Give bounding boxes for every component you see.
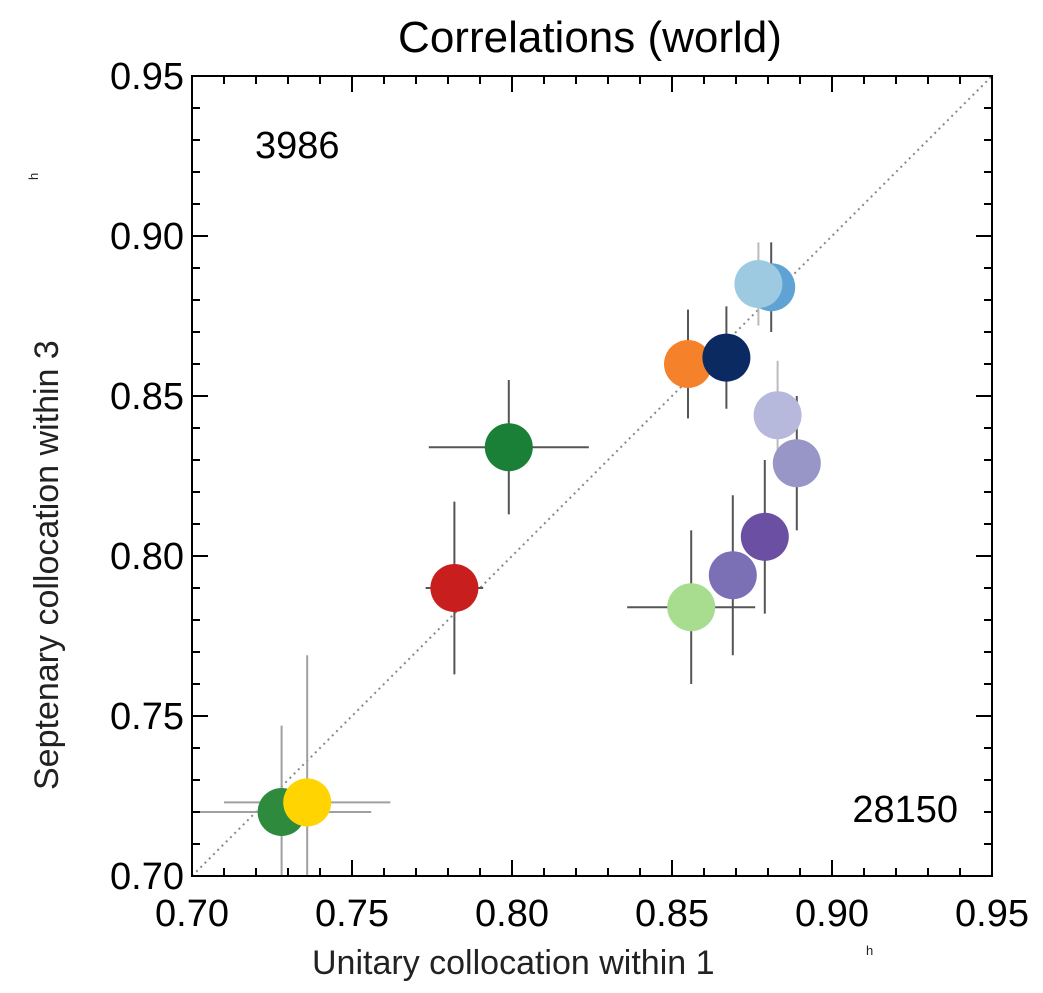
plot-frame xyxy=(191,75,993,877)
data-points xyxy=(257,260,821,836)
y-tick-label: 0.75 xyxy=(110,696,184,738)
chart-title: Correlations (world) xyxy=(398,13,782,62)
y-tick-label: 0.70 xyxy=(110,856,184,898)
y-tick-label: 0.90 xyxy=(110,216,184,258)
data-point xyxy=(734,260,783,308)
x-axis-label-group: Unitary collocation within 1 h xyxy=(312,943,873,982)
data-point xyxy=(430,564,479,612)
x-tick-label: 0.85 xyxy=(635,893,709,935)
x-tick-label: 0.95 xyxy=(955,893,1029,935)
y-axis-label-group: Septenary collocation within 3 h xyxy=(26,173,66,790)
y-tick-label: 0.95 xyxy=(110,56,184,98)
x-tick-label: 0.75 xyxy=(315,893,389,935)
diagonal-reference-line xyxy=(192,76,992,876)
x-axis-label: Unitary collocation within 1 xyxy=(312,944,715,982)
x-axis-label-superscript: h xyxy=(866,943,873,958)
y-axis-label: Septenary collocation within 3 xyxy=(28,340,66,790)
data-point xyxy=(664,340,712,388)
annotation-top-left: 3986 xyxy=(255,125,340,167)
y-tick-label: 0.85 xyxy=(110,376,184,418)
data-point xyxy=(667,583,716,632)
x-tick-label: 0.80 xyxy=(475,893,549,935)
data-point xyxy=(772,439,821,488)
data-point xyxy=(753,391,802,440)
axis-ticks xyxy=(191,75,993,877)
x-tick-label: 0.70 xyxy=(155,893,229,935)
y-axis-label-superscript: h xyxy=(26,173,41,180)
annotation-bottom-right: 28150 xyxy=(852,789,958,831)
plot-area xyxy=(192,76,992,876)
y-tick-label: 0.80 xyxy=(110,536,184,578)
data-point xyxy=(740,512,789,561)
data-point xyxy=(708,551,757,600)
y-tick-labels: 0.70 0.75 0.80 0.85 0.90 0.95 xyxy=(110,56,184,898)
x-tick-label: 0.90 xyxy=(795,893,869,935)
data-point xyxy=(702,333,751,382)
data-point xyxy=(283,778,332,827)
x-tick-labels: 0.70 0.75 0.80 0.85 0.90 0.95 xyxy=(155,893,1029,935)
data-point xyxy=(484,423,533,472)
